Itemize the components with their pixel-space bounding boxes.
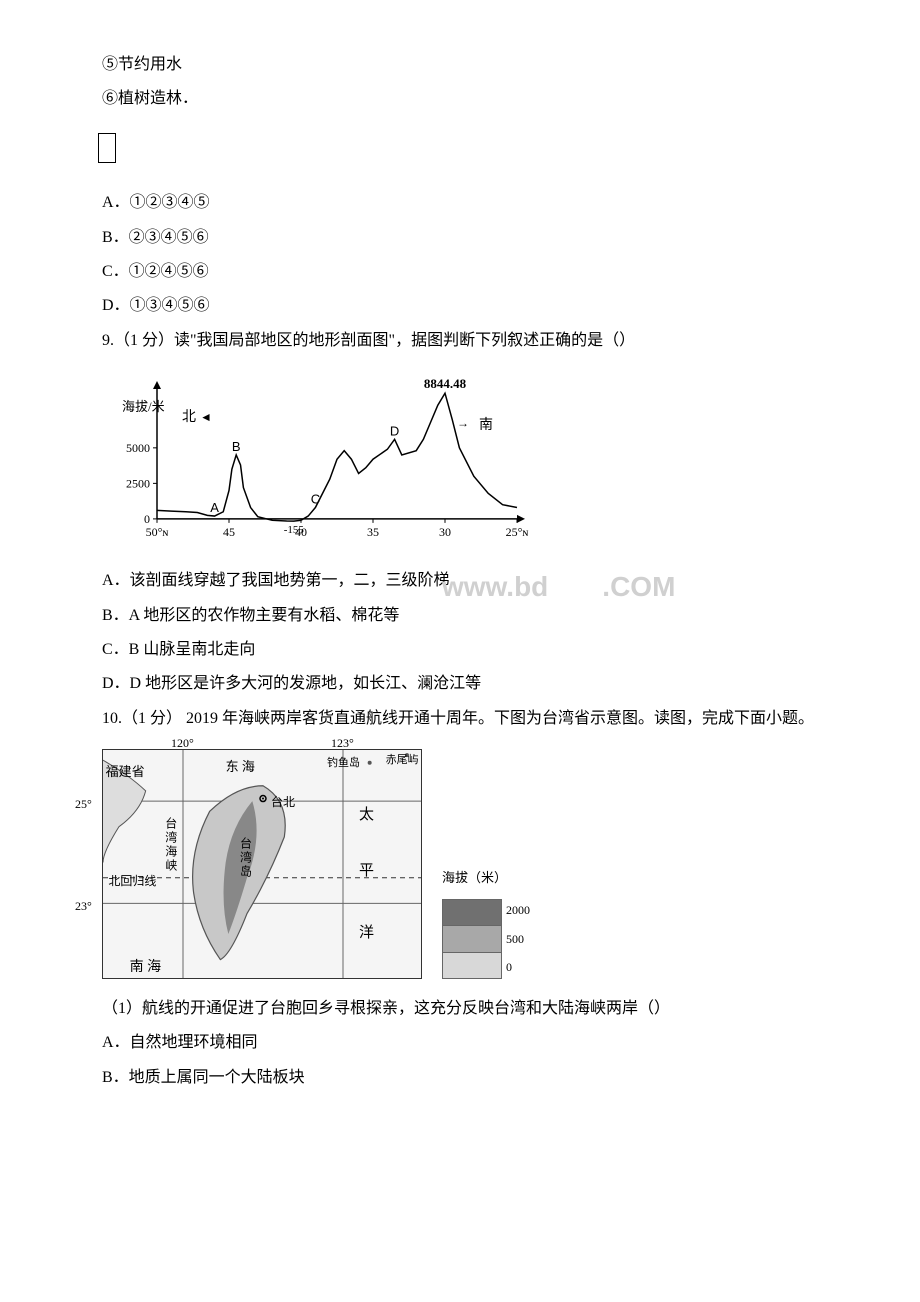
svg-text:45: 45 [223,525,235,539]
svg-text:8844.48: 8844.48 [424,376,467,391]
box-glyph [98,133,116,163]
svg-text:→: → [457,416,469,430]
q9-choice-a: A．该剖面线穿越了我国地势第一，二，三级阶梯 [102,572,450,589]
q8-choice-b: B．②③④⑤⑥ [70,223,850,253]
legend-title: 海拔（米） [442,866,530,891]
svg-text:B: B [232,439,241,454]
q9-choice-d: D．D 地形区是许多大河的发源地，如长江、澜沧江等 [70,669,850,699]
q9-choice-b: B．A 地形区的农作物主要有水稻、棉花等 [70,601,850,631]
map-legend: 海拔（米） 20005000 [442,866,530,979]
svg-text:-155: -155 [284,524,305,536]
svg-text:5000: 5000 [126,441,150,455]
q9-choice-c: C．B 山脉呈南北走向 [70,635,850,665]
q8-choice-a: A．①②③④⑤ [70,188,850,218]
svg-text:50°ɴ: 50°ɴ [146,525,169,539]
svg-text:35: 35 [367,525,379,539]
q10-choice-a: A．自然地理环境相同 [70,1028,850,1058]
svg-text:北: 北 [182,409,196,425]
svg-text:A: A [210,500,219,515]
q8-option-5: ⑤节约用水 [70,50,850,80]
q8-choice-d: D．①③④⑤⑥ [70,291,850,321]
taiwan-map: 120°123°25°23°福建省东 海钓鱼岛赤尾屿台北太平洋北回归线南 海台湾… [102,749,850,979]
svg-text:30: 30 [439,525,451,539]
q9-stem: 9.（1 分）读"我国局部地区的地形剖面图"，据图判断下列叙述正确的是（） [70,326,850,356]
svg-text:南: 南 [479,417,493,433]
svg-text:2500: 2500 [126,476,150,490]
q10-choice-b: B．地质上属同一个大陆板块 [70,1063,850,1093]
svg-text:C: C [311,492,320,507]
relief-chart: 50002500050°ɴ4540353025°ɴ8844.48-155海拔/米… [102,366,850,556]
q10-sub1: （1）航线的开通促进了台胞回乡寻根探亲，这充分反映台湾和大陆海峡两岸（） [70,994,850,1024]
q8-choice-c: C．①②④⑤⑥ [70,257,850,287]
q8-option-6: ⑥植树造林． [70,84,850,114]
q10-stem: 10.（1 分） 2019 年海峡两岸客货直通航线开通十周年。下图为台湾省示意图… [70,704,850,734]
svg-text:25°ɴ: 25°ɴ [506,525,529,539]
svg-text:0: 0 [144,512,150,526]
svg-text:D: D [390,423,399,438]
svg-text:海拔/米: 海拔/米 [122,399,165,414]
svg-text:◄: ◄ [200,410,212,424]
